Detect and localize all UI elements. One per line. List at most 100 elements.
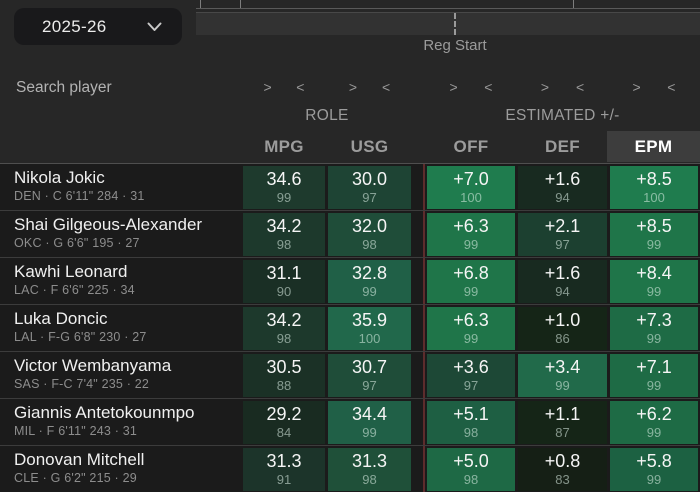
- reg-start-label: Reg Start: [423, 37, 487, 54]
- group-header-role: ROLE: [305, 107, 349, 124]
- stat-percentile: 99: [463, 284, 479, 299]
- sort-asc-mpg-button[interactable]: <: [296, 79, 305, 95]
- column-header-def[interactable]: DEF: [545, 137, 580, 156]
- player-name: Donovan Mitchell: [14, 450, 145, 469]
- sort-desc-mpg-button[interactable]: >: [263, 79, 272, 95]
- stat-value: +6.3: [453, 216, 489, 236]
- player-row[interactable]: Kawhi Leonard LAC · F 6'6" 225 · 34 31.1…: [0, 257, 700, 304]
- stat-percentile: 99: [646, 425, 662, 440]
- stat-percentile: 99: [463, 237, 479, 252]
- stat-percentile: 99: [463, 331, 479, 346]
- stat-cell-off: +5.1 98: [427, 401, 515, 444]
- stat-value: +5.8: [636, 451, 672, 471]
- player-row[interactable]: Donovan Mitchell CLE · G 6'2" 215 · 29 3…: [0, 445, 700, 492]
- stat-value: 34.2: [266, 310, 302, 330]
- sort-asc-epm-button[interactable]: <: [667, 79, 676, 95]
- stat-value: +7.1: [636, 357, 672, 377]
- season-label: 2025-26: [42, 16, 107, 36]
- player-info: LAC · F 6'6" 225 · 34: [14, 283, 135, 297]
- player-name: Kawhi Leonard: [14, 262, 128, 281]
- player-row[interactable]: Victor Wembanyama SAS · F-C 7'4" 235 · 2…: [0, 351, 700, 398]
- stat-percentile: 99: [646, 331, 662, 346]
- stat-cell-epm: +5.8 99: [610, 448, 698, 491]
- stat-cell-mpg: 30.5 88: [243, 354, 325, 397]
- sort-desc-epm-button[interactable]: >: [632, 79, 641, 95]
- stat-cell-epm: +8.4 99: [610, 260, 698, 303]
- stat-percentile: 87: [555, 425, 570, 440]
- stat-value: 31.3: [266, 451, 302, 471]
- stat-value: +3.6: [453, 357, 489, 377]
- player-row[interactable]: Giannis Antetokounmpo MIL · F 6'11" 243 …: [0, 398, 700, 445]
- sort-controls-mpg: > <: [243, 78, 325, 96]
- stat-value: 32.8: [351, 263, 388, 283]
- sort-desc-off-button[interactable]: >: [449, 79, 458, 95]
- column-header-usg[interactable]: USG: [350, 137, 389, 156]
- stat-percentile: 99: [646, 472, 662, 487]
- timeline-track[interactable]: [196, 12, 700, 35]
- sort-asc-off-button[interactable]: <: [484, 79, 493, 95]
- stat-cell-epm: +7.3 99: [610, 307, 698, 350]
- stat-value: +8.4: [636, 263, 672, 283]
- player-name: Luka Doncic: [14, 309, 108, 328]
- stat-cell-epm: +6.2 99: [610, 401, 698, 444]
- stat-value: 34.4: [351, 404, 388, 424]
- stat-cell-usg: 30.7 97: [328, 354, 411, 397]
- stat-cell-def: +1.6 94: [518, 260, 607, 303]
- chevron-down-icon: [147, 22, 162, 32]
- stat-value: 31.1: [266, 263, 302, 283]
- stat-cell-epm: +8.5 99: [610, 213, 698, 256]
- column-header-epm[interactable]: EPM: [607, 131, 700, 162]
- sort-desc-usg-button[interactable]: >: [348, 79, 358, 95]
- stat-cell-off: +6.8 99: [427, 260, 515, 303]
- player-row[interactable]: Shai Gilgeous-Alexander OKC · G 6'6" 195…: [0, 210, 700, 257]
- stat-cell-mpg: 34.2 98: [243, 307, 325, 350]
- stat-cell-def: +1.1 87: [518, 401, 607, 444]
- date-range-slider[interactable]: Reg Start: [196, 0, 700, 58]
- stat-percentile: 97: [463, 378, 479, 393]
- stat-cell-off: +5.0 98: [427, 448, 515, 491]
- reg-start-marker-line: [454, 13, 456, 35]
- stat-value: 35.9: [351, 310, 388, 330]
- stat-value: +7.3: [636, 310, 672, 330]
- stat-value: 30.5: [266, 357, 302, 377]
- stat-cell-usg: 31.3 98: [328, 448, 411, 491]
- stat-percentile: 99: [276, 190, 292, 205]
- stat-percentile: 88: [276, 378, 292, 393]
- stat-cell-off: +6.3 99: [427, 213, 515, 256]
- column-header-mpg[interactable]: MPG: [264, 137, 304, 156]
- column-header-off[interactable]: OFF: [453, 137, 489, 156]
- player-row[interactable]: Luka Doncic LAL · F-G 6'8" 230 · 27 34.2…: [0, 304, 700, 351]
- stat-cell-usg: 30.0 97: [328, 166, 411, 209]
- stat-value: +5.0: [453, 451, 489, 471]
- stat-cell-def: +1.6 94: [518, 166, 607, 209]
- stat-percentile: 94: [555, 190, 570, 205]
- stat-value: +7.0: [453, 169, 489, 189]
- stat-percentile: 99: [646, 378, 662, 393]
- sort-asc-def-button[interactable]: <: [575, 79, 585, 95]
- player-name: Victor Wembanyama: [14, 356, 172, 375]
- timeline-tick: [200, 0, 201, 8]
- stat-value: +0.8: [544, 451, 581, 471]
- season-selector[interactable]: 2025-26: [14, 8, 182, 45]
- stat-value: +5.1: [453, 404, 489, 424]
- sort-desc-def-button[interactable]: >: [540, 79, 550, 95]
- player-info: DEN · C 6'11" 284 · 31: [14, 189, 145, 203]
- player-row[interactable]: Nikola Jokic DEN · C 6'11" 284 · 31 34.6…: [0, 163, 700, 210]
- stat-value: 34.2: [266, 216, 302, 236]
- stat-cell-mpg: 31.1 90: [243, 260, 325, 303]
- stat-cell-off: +3.6 97: [427, 354, 515, 397]
- sort-asc-usg-button[interactable]: <: [381, 79, 391, 95]
- stat-cell-mpg: 29.2 84: [243, 401, 325, 444]
- sort-controls-def: > <: [518, 78, 607, 96]
- player-info: MIL · F 6'11" 243 · 31: [14, 424, 138, 438]
- stat-cell-usg: 35.9 100: [328, 307, 411, 350]
- stat-value: +8.5: [636, 216, 672, 236]
- stat-percentile: 94: [555, 284, 570, 299]
- player-info: SAS · F-C 7'4" 235 · 22: [14, 377, 150, 391]
- stat-percentile: 98: [463, 472, 479, 487]
- stat-cell-mpg: 34.2 98: [243, 213, 325, 256]
- stat-percentile: 98: [276, 331, 292, 346]
- stat-percentile: 97: [362, 190, 377, 205]
- player-name: Shai Gilgeous-Alexander: [14, 215, 203, 234]
- search-input[interactable]: [14, 75, 228, 101]
